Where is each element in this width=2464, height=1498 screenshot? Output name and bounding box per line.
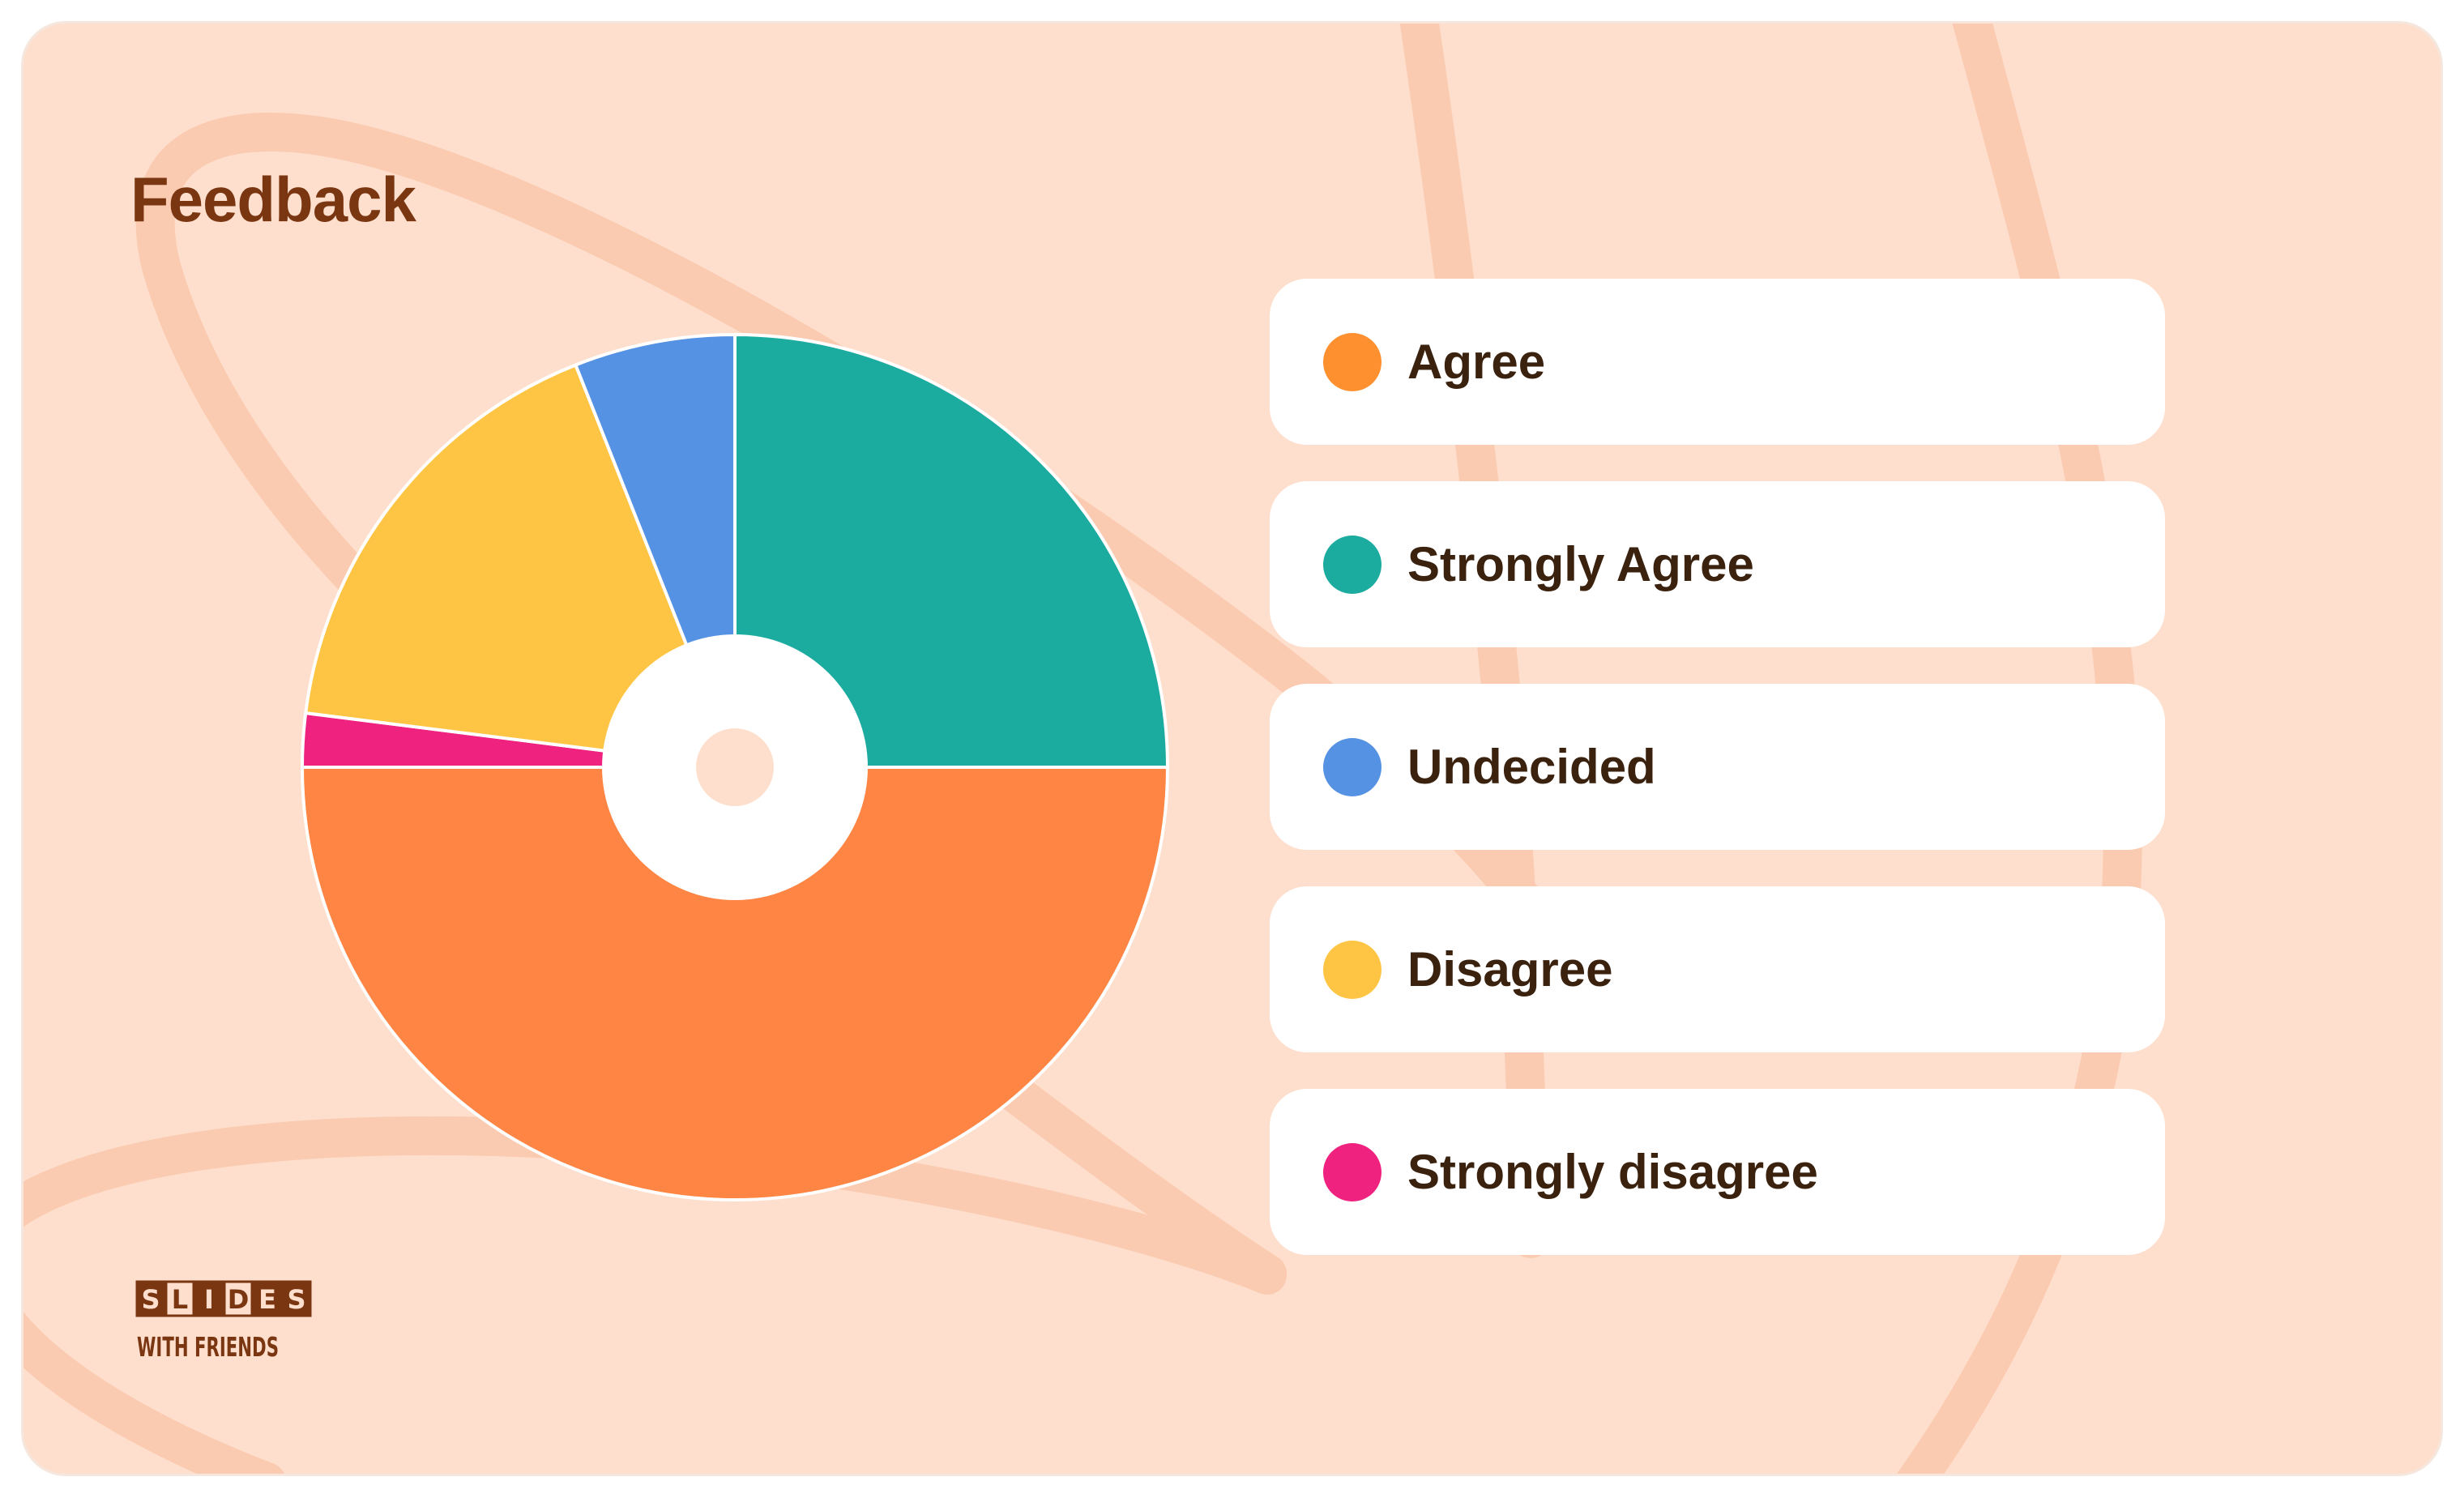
donut-center-dot (696, 728, 774, 806)
pie-slice-agree (301, 766, 1169, 1201)
decoration-curve-swoosh (23, 1116, 1287, 1474)
legend-dot-icon (1323, 738, 1381, 796)
slide-card: Feedback Agree Strongly Agree Undecided … (23, 23, 2441, 1474)
legend-item-undecided: Undecided (1270, 684, 2165, 850)
slide-title: Feedback (130, 164, 416, 235)
legend-label: Strongly Agree (1407, 537, 1754, 591)
legend-label: Agree (1407, 335, 1546, 389)
pie-slice-disagree (304, 363, 737, 769)
legend-dot-icon (1323, 536, 1381, 594)
legend-item-strongly-disagree: Strongly disagree (1270, 1089, 2165, 1255)
pie-slices (301, 333, 1169, 1201)
legend-label: Undecided (1407, 740, 1656, 794)
legend-label: Strongly disagree (1407, 1145, 1818, 1199)
logo-tile (135, 1280, 166, 1317)
legend-item-strongly-agree: Strongly Agree (1270, 481, 2165, 647)
logo-subtitle: WITH FRIENDS (137, 1331, 279, 1363)
logo-letter: S (141, 1284, 160, 1315)
logo-tile (252, 1280, 283, 1317)
logo-letter: S (287, 1284, 305, 1315)
legend-dot-icon (1323, 941, 1381, 999)
logo-letter: I (204, 1284, 214, 1315)
logo-letter: E (258, 1284, 276, 1315)
logo-tile (164, 1280, 195, 1317)
donut-chart (301, 333, 1169, 1201)
legend-item-agree: Agree (1270, 279, 2165, 445)
logo-letter: D (228, 1284, 250, 1315)
logo-tile (281, 1280, 312, 1317)
logo-letter: L (172, 1284, 188, 1315)
logo-tile (223, 1280, 254, 1317)
legend: Agree Strongly Agree Undecided Disagree … (1270, 279, 2165, 1291)
pie-slice-strongly-agree (733, 333, 1169, 769)
legend-dot-icon (1323, 1143, 1381, 1201)
legend-label: Disagree (1407, 942, 1613, 997)
legend-item-disagree: Disagree (1270, 886, 2165, 1052)
legend-dot-icon (1323, 333, 1381, 391)
logo-tile (194, 1280, 224, 1317)
